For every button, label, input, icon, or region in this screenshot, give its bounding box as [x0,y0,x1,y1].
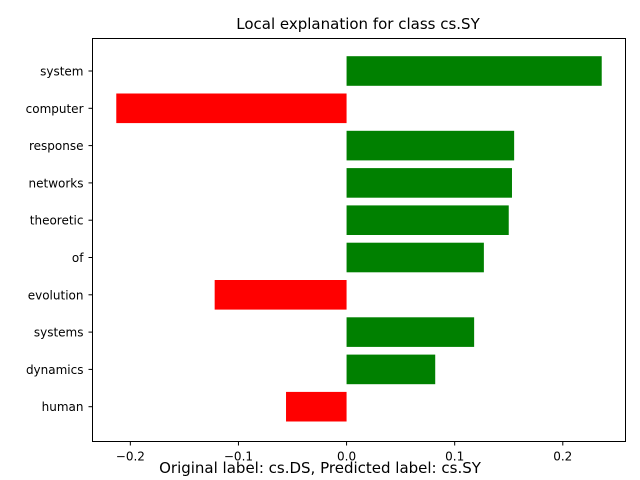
bar-system [346,56,602,86]
y-tick-label: human [42,400,84,414]
y-tick-label: dynamics [26,363,84,377]
bar-of [346,242,484,273]
x-tick-label: 0.2 [553,450,572,464]
y-tick-label: of [72,251,84,265]
y-tick-label: networks [29,176,84,190]
y-tick-label: response [29,139,84,153]
y-tick-label: evolution [28,288,84,302]
y-tick-label: theoretic [30,214,84,228]
x-tick-label: −0.1 [224,450,253,464]
bar-networks [346,168,512,198]
y-tick-label: computer [26,102,84,116]
y-axis: system computer response networks theoretic o… [26,65,93,414]
y-tick-label: systems [34,326,84,340]
x-tick-label: −0.2 [116,450,145,464]
bar-response [346,130,515,161]
x-axis: −0.2 −0.1 0.0 0.1 0.2 [116,441,572,464]
bar-dynamics [346,354,436,385]
bar-human [286,391,347,422]
x-tick-label: 0.0 [337,450,356,464]
bar-theoretic [346,205,509,235]
label-caption: Original label: cs.DS, Predicted label: … [159,459,481,477]
bar-evolution [214,280,347,310]
x-tick-label: 0.1 [445,450,464,464]
bars-group [116,56,602,422]
bar-computer [116,93,347,124]
chart-title: Local explanation for class cs.SY [236,15,480,33]
plot-frame [92,38,626,442]
bar-systems [346,317,475,347]
y-tick-label: system [40,65,83,79]
